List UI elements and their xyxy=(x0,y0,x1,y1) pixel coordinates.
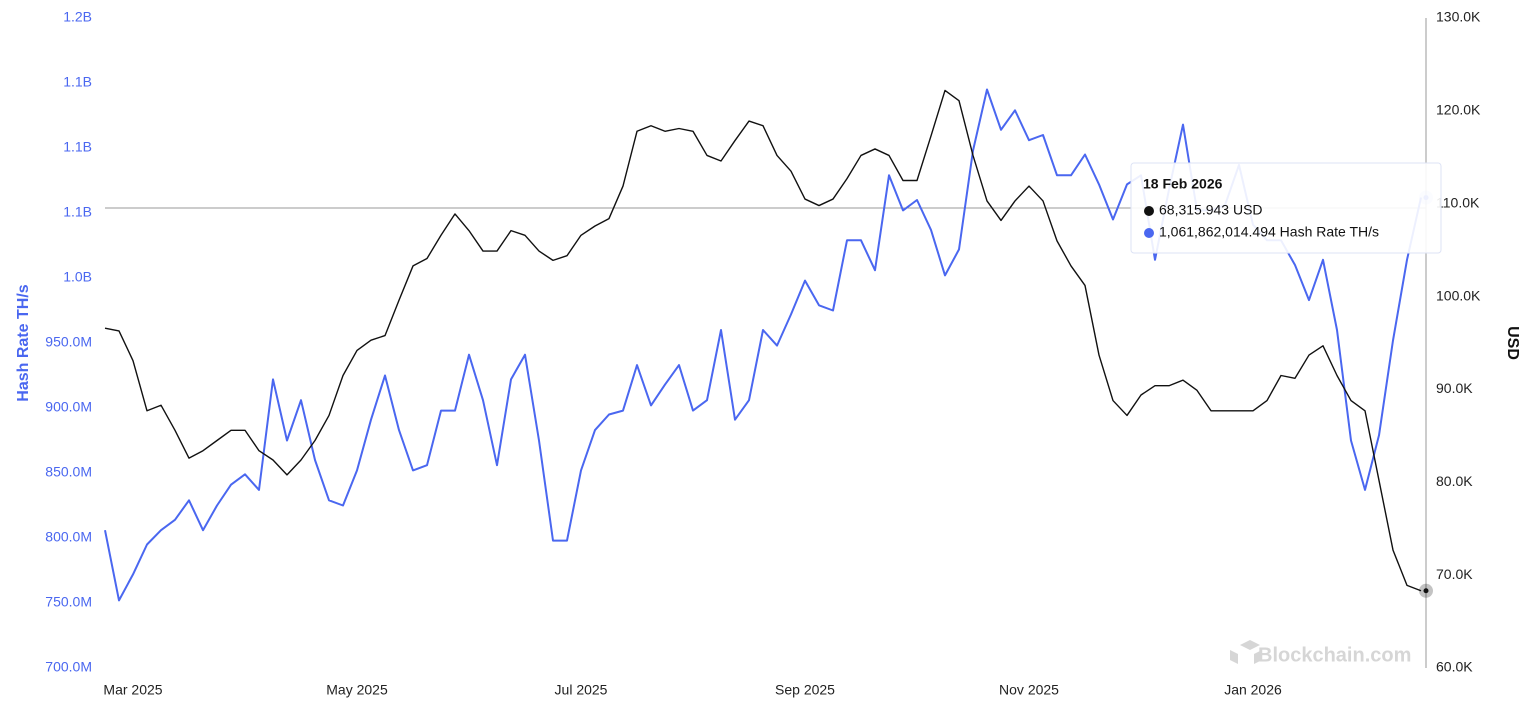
y-tick-label: 950.0M xyxy=(45,334,92,350)
y2-tick-label: 80.0K xyxy=(1436,473,1473,489)
tooltip-line: 68,315.943 USD xyxy=(1159,202,1263,218)
y2-tick-label: 90.0K xyxy=(1436,380,1473,396)
tooltip-dot xyxy=(1144,206,1154,216)
y2-tick-label: 100.0K xyxy=(1436,287,1481,303)
x-tick-label: Nov 2025 xyxy=(999,682,1059,698)
y2-axis-title: USD xyxy=(1504,326,1521,360)
y2-tick-label: 120.0K xyxy=(1436,102,1481,118)
x-tick-label: May 2025 xyxy=(326,682,388,698)
y2-tick-label: 130.0K xyxy=(1436,9,1481,25)
y-tick-label: 850.0M xyxy=(45,464,92,480)
watermark-text: Blockchain.com xyxy=(1258,644,1411,666)
x-tick-label: Jul 2025 xyxy=(555,682,608,698)
tooltip-title: 18 Feb 2026 xyxy=(1143,176,1223,192)
watermark: Blockchain.com xyxy=(1230,640,1411,666)
y-tick-label: 1.1B xyxy=(63,204,92,220)
y2-tick-label: 110.0K xyxy=(1436,194,1480,210)
y-tick-label: 1.1B xyxy=(63,74,92,90)
y2-tick-label: 70.0K xyxy=(1436,566,1473,582)
y-tick-label: 1.0B xyxy=(63,269,92,285)
y-tick-label: 1.2B xyxy=(63,9,92,25)
y-axis-title: Hash Rate TH/s xyxy=(15,284,32,401)
hover-point xyxy=(1423,588,1429,594)
series-line xyxy=(104,89,1422,592)
y2-tick-label: 60.0K xyxy=(1436,659,1473,675)
x-tick-label: Mar 2025 xyxy=(103,682,162,698)
watermark-logo xyxy=(1230,640,1262,664)
x-tick-label: Sep 2025 xyxy=(775,682,835,698)
y-tick-label: 1.1B xyxy=(63,139,92,155)
tooltip-line: 1,061,862,014.494 Hash Rate TH/s xyxy=(1159,224,1379,240)
y-tick-label: 700.0M xyxy=(45,659,92,675)
tooltip-box xyxy=(1130,162,1442,254)
tooltip: 18 Feb 2026 68,315.943 USD 1,061,862,014.4… xyxy=(1130,162,1442,254)
y-tick-label: 900.0M xyxy=(45,399,92,415)
x-tick-label: Jan 2026 xyxy=(1224,682,1282,698)
tooltip-dot xyxy=(1144,228,1154,238)
y-tick-label: 800.0M xyxy=(45,529,92,545)
y-tick-label: 750.0M xyxy=(45,594,92,610)
